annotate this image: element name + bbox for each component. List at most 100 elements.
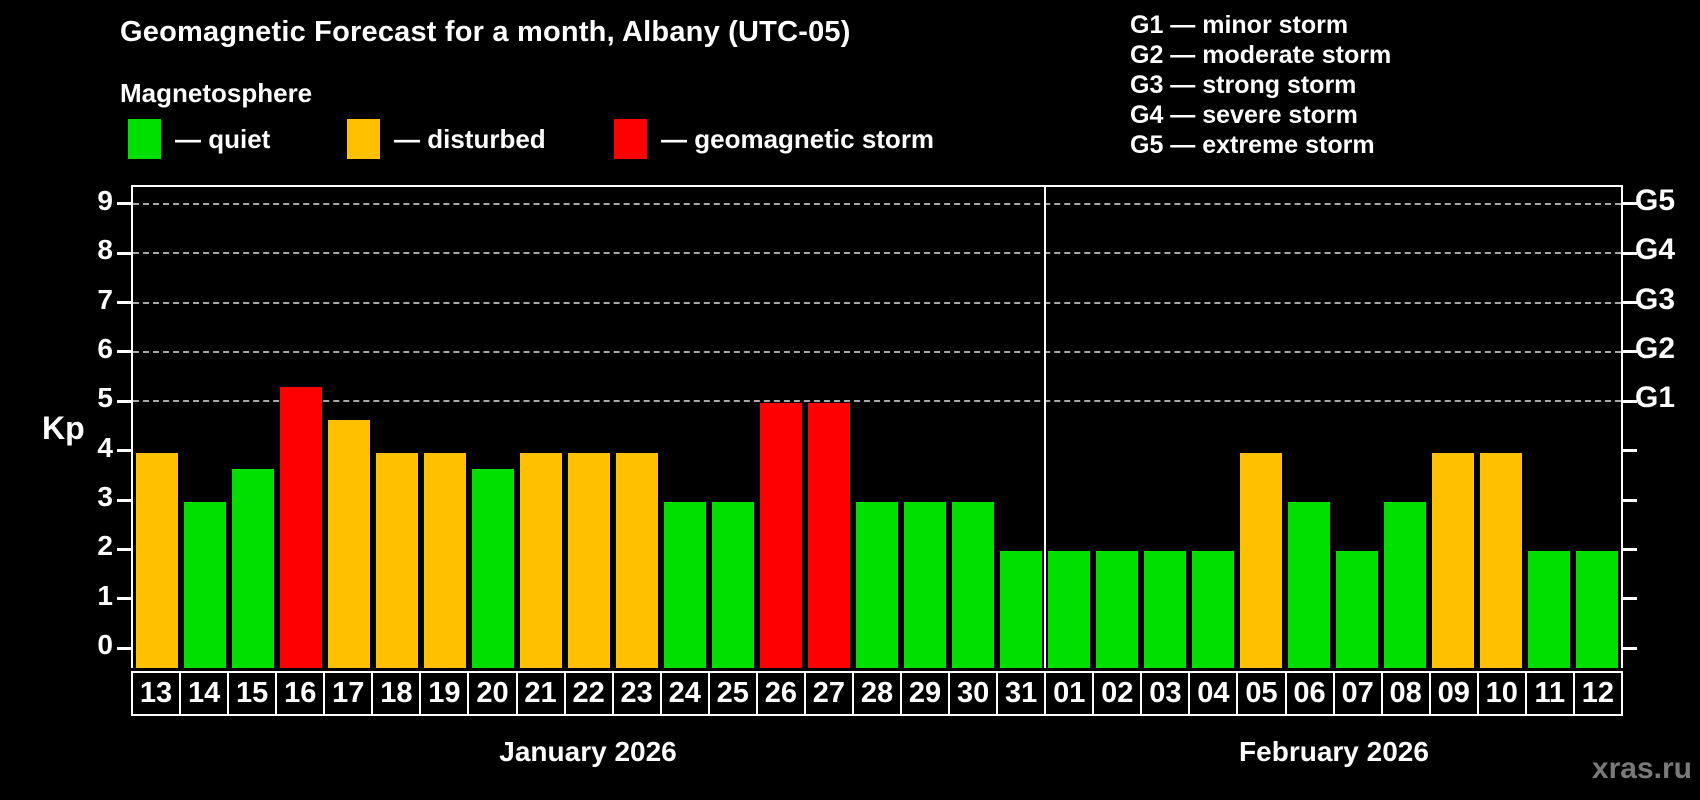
day-label-box-22: 22: [563, 671, 614, 716]
kp-bar-day-27: [808, 403, 850, 668]
kp-bar-day-13: [136, 452, 178, 668]
y-axis-tick-right-9: [1623, 202, 1637, 206]
y-axis-tick-right-6: [1623, 350, 1637, 354]
kp-bar-day-07: [1336, 551, 1378, 668]
gridline-kp5: [133, 400, 1621, 403]
y-axis-label-9: 9: [97, 184, 113, 216]
kp-bar-day-10: [1480, 452, 1522, 668]
y-axis-label-6: 6: [97, 332, 113, 364]
gridline-kp6: [133, 350, 1621, 353]
day-label-box-14: 14: [179, 671, 230, 716]
legend-item-storm: — geomagnetic storm: [614, 118, 934, 160]
kp-bar-day-16: [280, 387, 322, 668]
kp-bar-day-18: [376, 452, 418, 668]
kp-bar-day-23: [616, 452, 658, 668]
y-axis-label-0: 0: [97, 629, 113, 661]
day-label-box-10: 10: [1476, 671, 1527, 716]
day-label-box-15: 15: [227, 671, 278, 716]
legend-item-disturbed: — disturbed: [347, 118, 546, 160]
y-axis-tick-left-0: [117, 646, 131, 650]
kp-bar-day-29: [904, 502, 946, 668]
storm-scale-item-g2: G2 — moderate storm: [1130, 41, 1392, 69]
kp-bar-day-11: [1528, 551, 1570, 668]
kp-bar-day-19: [424, 452, 466, 668]
g-axis-label-g4: G4: [1635, 233, 1676, 267]
y-axis-tick-right-3: [1623, 498, 1637, 502]
legend-label: — geomagnetic storm: [661, 123, 935, 154]
y-axis-tick-right-5: [1623, 399, 1637, 403]
day-label-box-18: 18: [371, 671, 422, 716]
y-axis-tick-left-3: [117, 498, 131, 502]
y-axis-label-8: 8: [97, 234, 113, 266]
day-label-box-26: 26: [755, 671, 806, 716]
watermark: xras.ru: [1591, 752, 1692, 785]
kp-bar-day-26: [760, 403, 802, 668]
day-label-box-11: 11: [1524, 671, 1575, 716]
storm-scale-item-g1: G1 — minor storm: [1130, 11, 1349, 39]
y-axis-tick-left-4: [117, 449, 131, 453]
kp-bar-day-06: [1288, 502, 1330, 668]
kp-bar-day-28: [856, 502, 898, 668]
day-label-box-29: 29: [900, 671, 951, 716]
kp-bar-day-21: [520, 452, 562, 668]
day-label-box-31: 31: [996, 671, 1047, 716]
day-label-box-01: 01: [1044, 671, 1095, 716]
day-label-box-28: 28: [851, 671, 902, 716]
y-axis-tick-left-8: [117, 251, 131, 255]
day-label-box-21: 21: [515, 671, 566, 716]
day-label-box-19: 19: [419, 671, 470, 716]
legend-label: — quiet: [175, 123, 271, 154]
y-axis-label-7: 7: [97, 283, 113, 315]
y-axis-tick-left-2: [117, 547, 131, 551]
kp-bar-day-03: [1144, 551, 1186, 668]
storm-color-swatch: [614, 119, 647, 159]
day-label-box-09: 09: [1428, 671, 1479, 716]
y-axis-tick-left-9: [117, 202, 131, 206]
day-label-box-20: 20: [467, 671, 518, 716]
legend-item-quiet: — quiet: [128, 118, 270, 160]
kp-bar-day-25: [712, 502, 754, 668]
quiet-color-swatch: [128, 119, 161, 159]
gridline-kp9: [133, 202, 1621, 205]
kp-bar-day-15: [232, 469, 274, 668]
y-axis-tick-right-0: [1623, 646, 1637, 650]
kp-bar-day-02: [1096, 551, 1138, 668]
day-label-box-30: 30: [948, 671, 999, 716]
day-label-box-24: 24: [659, 671, 710, 716]
day-label-box-08: 08: [1380, 671, 1431, 716]
g-axis-label-g3: G3: [1635, 282, 1676, 316]
gridline-kp7: [133, 301, 1621, 304]
day-label-box-16: 16: [275, 671, 326, 716]
y-axis-tick-left-5: [117, 399, 131, 403]
y-axis-tick-right-8: [1623, 251, 1637, 255]
month-label-january: January 2026: [499, 736, 677, 767]
y-axis-tick-left-1: [117, 597, 131, 601]
g-axis-label-g1: G1: [1635, 381, 1676, 415]
y-axis-tick-right-7: [1623, 301, 1637, 305]
y-axis-tick-right-2: [1623, 547, 1637, 551]
kp-bar-day-01: [1048, 551, 1090, 668]
storm-scale-item-g5: G5 — extreme storm: [1130, 131, 1375, 159]
day-label-row: 13 14 15 16 17 18 19 20 21 22 23 24 25 26 27 28 29 30 31 01…: [131, 671, 1623, 716]
y-axis-tick-left-7: [117, 301, 131, 305]
day-label-box-12: 12: [1572, 671, 1623, 716]
magnetosphere-legend: — quiet — disturbed — geomagnetic storm: [0, 118, 1100, 160]
day-label-box-25: 25: [707, 671, 758, 716]
chart-subtitle: Magnetosphere: [120, 78, 313, 108]
day-label-box-23: 23: [611, 671, 662, 716]
day-label-box-17: 17: [323, 671, 374, 716]
y-axis-tick-left-6: [117, 350, 131, 354]
disturbed-color-swatch: [347, 119, 380, 159]
kp-bar-day-31: [1000, 551, 1042, 668]
day-label-box-04: 04: [1188, 671, 1239, 716]
y-axis-label-3: 3: [97, 481, 113, 513]
legend-label: — disturbed: [394, 123, 546, 154]
g-axis-label-g5: G5: [1635, 183, 1676, 217]
gridline-kp8: [133, 252, 1621, 255]
day-label-box-07: 07: [1332, 671, 1383, 716]
page-title: Geomagnetic Forecast for a month, Albany…: [120, 16, 851, 48]
kp-bar-day-04: [1192, 551, 1234, 668]
kp-bar-day-22: [568, 452, 610, 668]
kp-bar-day-30: [952, 502, 994, 668]
